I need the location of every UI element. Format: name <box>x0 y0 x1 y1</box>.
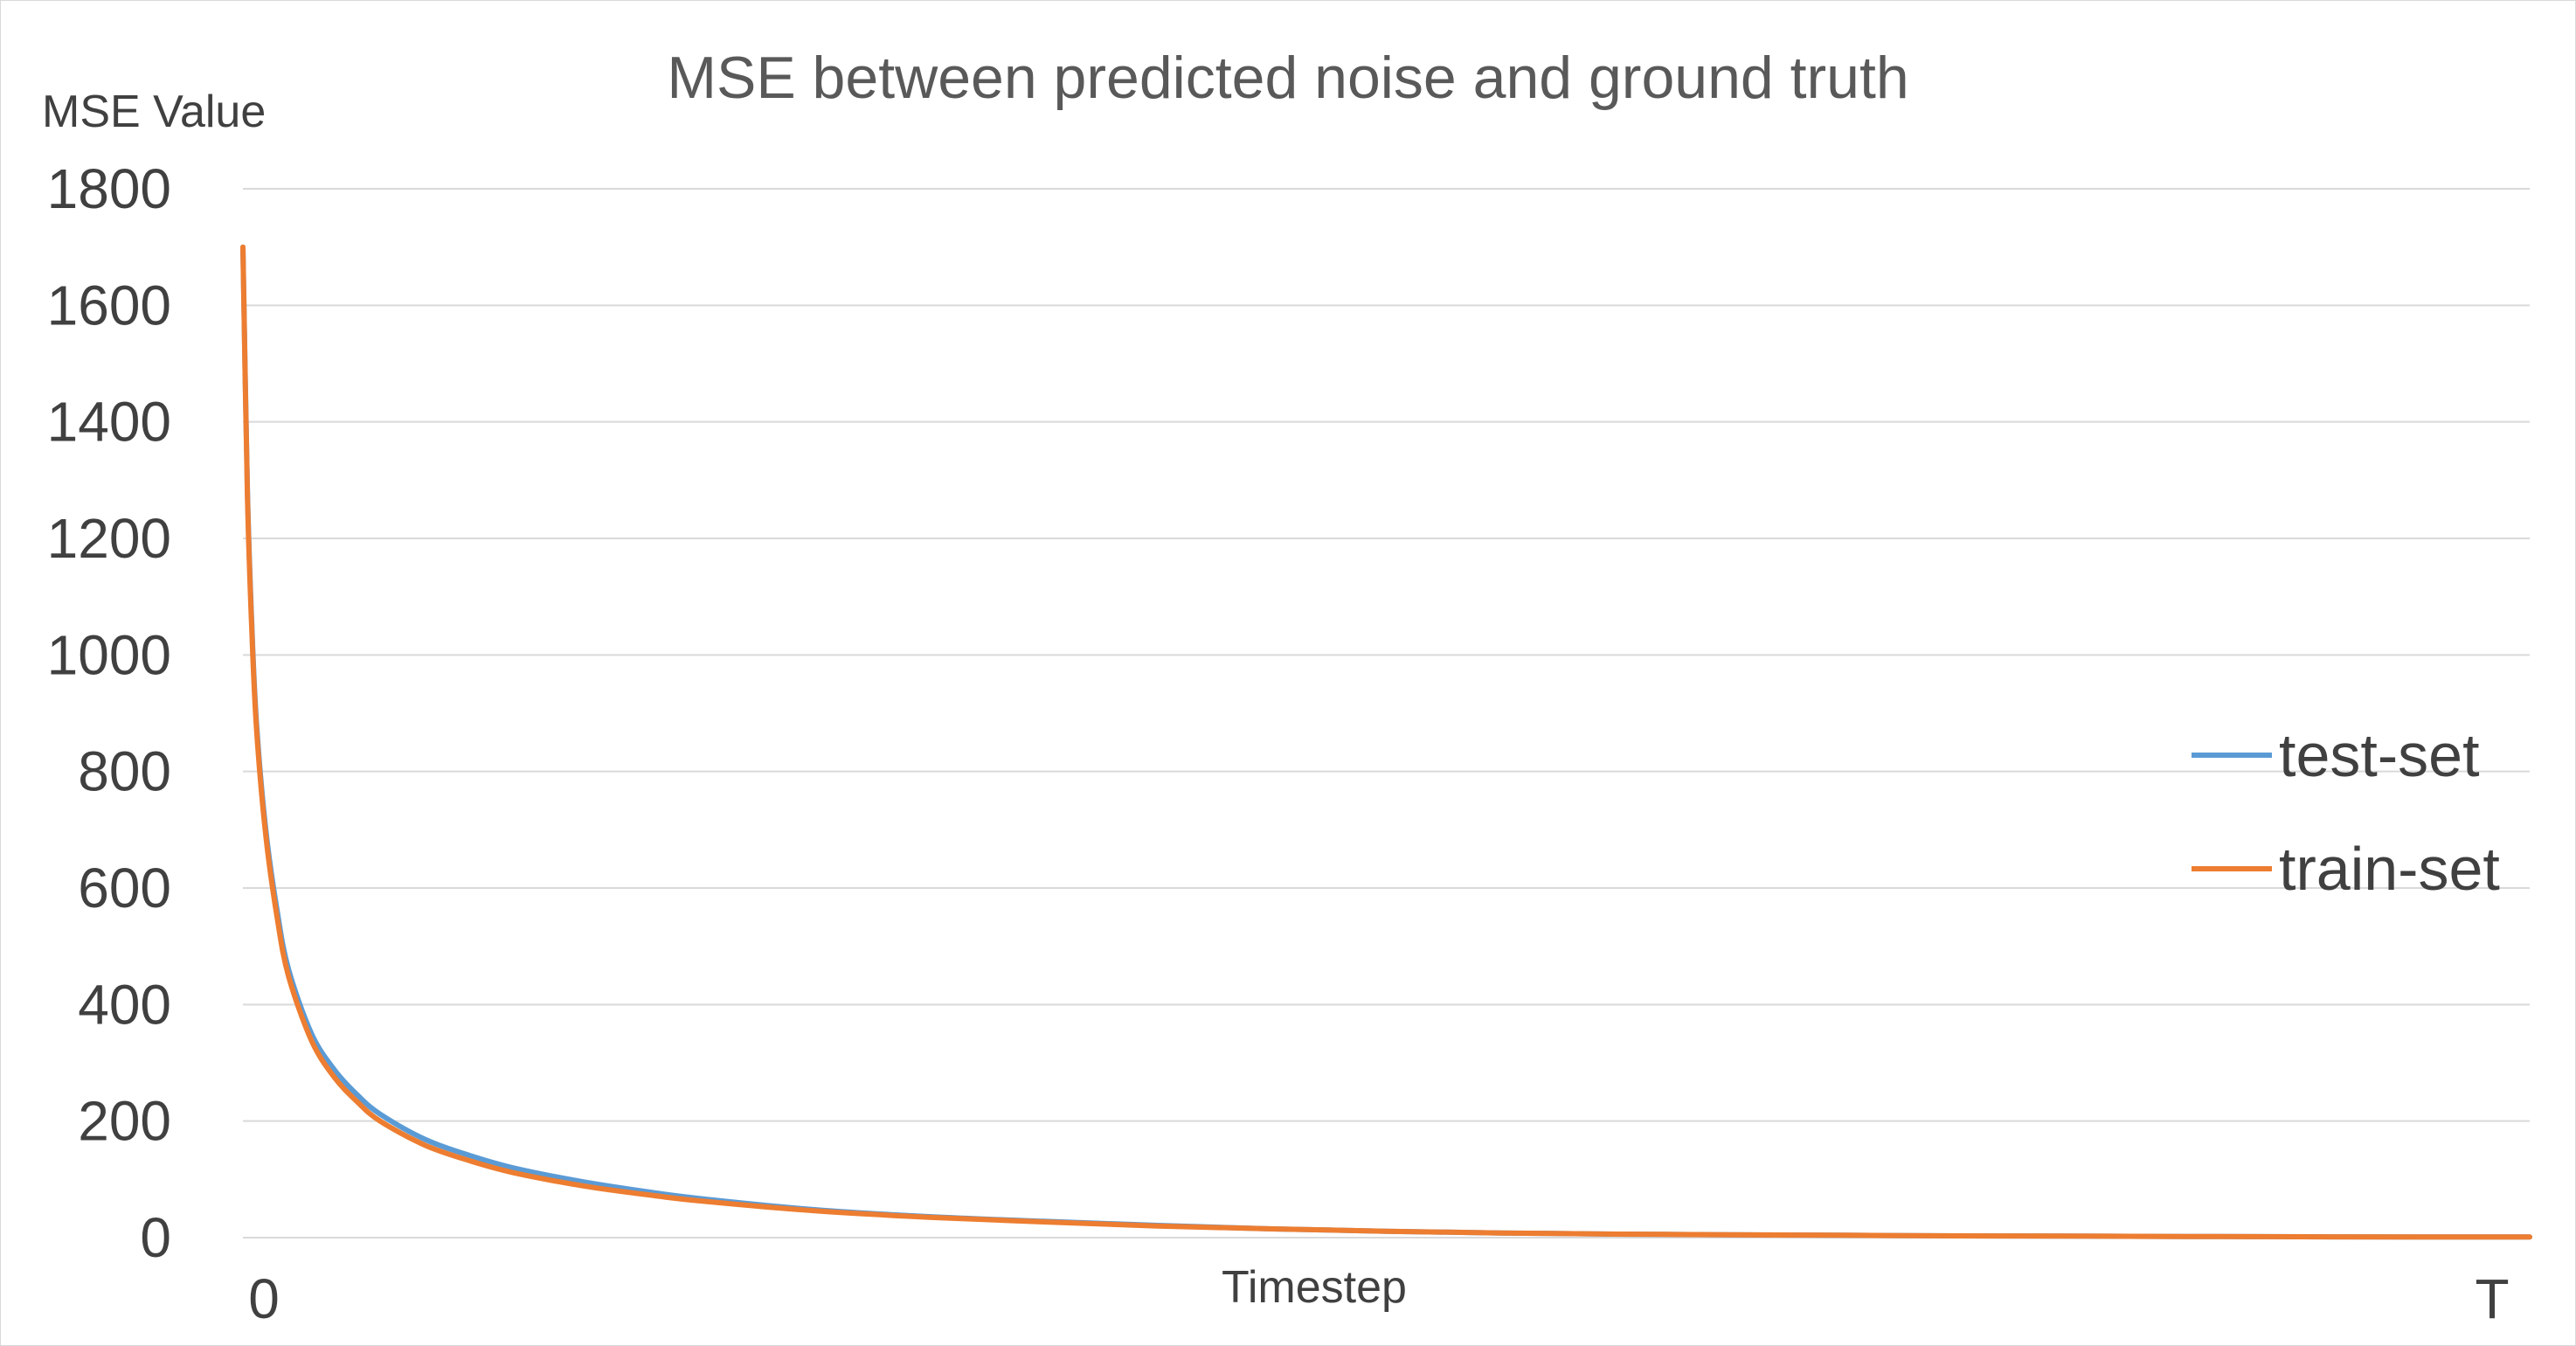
legend: test-set train-set <box>2192 721 2500 903</box>
x-tick-label: 0 <box>248 1267 280 1330</box>
y-tick-label: 0 <box>140 1206 171 1269</box>
series-line-test-set <box>240 244 2532 1240</box>
y-axis-label: MSE Value <box>42 87 266 137</box>
y-tick-label: 200 <box>78 1090 171 1153</box>
x-tick-label: T <box>2475 1267 2509 1330</box>
y-tick-label: 400 <box>78 973 171 1036</box>
series-lines <box>240 244 2532 1240</box>
y-tick-label: 1800 <box>47 157 171 220</box>
y-tick-label: 1400 <box>47 391 171 454</box>
gridlines <box>243 188 2530 1238</box>
y-tick-label: 1600 <box>47 274 171 336</box>
legend-label-train-set: train-set <box>2279 835 2500 903</box>
y-tick-label: 600 <box>78 857 171 919</box>
y-tick-label: 800 <box>78 740 171 803</box>
chart-title: MSE between predicted noise and ground t… <box>667 45 1908 111</box>
y-tick-labels: 0 200 400 600 800 1000 1200 1400 1600 1800 <box>47 157 171 1269</box>
series-line-train-set <box>240 244 2532 1240</box>
y-tick-label: 1200 <box>47 507 171 570</box>
y-tick-label: 1000 <box>47 623 171 686</box>
legend-label-test-set: test-set <box>2279 721 2480 789</box>
x-axis-label: Timestep <box>1222 1262 1407 1313</box>
